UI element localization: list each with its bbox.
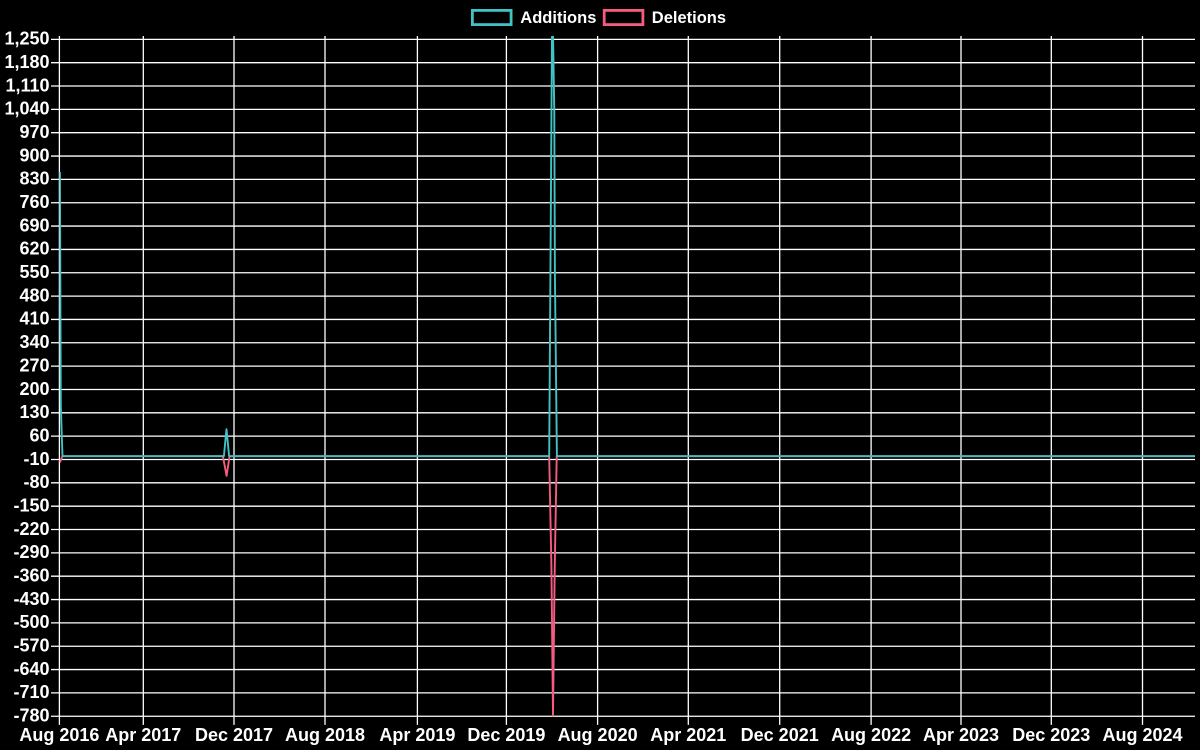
svg-text:60: 60 bbox=[29, 425, 49, 445]
svg-text:1,180: 1,180 bbox=[4, 52, 49, 72]
svg-text:Dec 2017: Dec 2017 bbox=[195, 725, 273, 745]
svg-text:-780: -780 bbox=[13, 706, 49, 726]
svg-text:1,040: 1,040 bbox=[4, 99, 49, 119]
svg-text:340: 340 bbox=[19, 332, 49, 352]
svg-text:Deletions: Deletions bbox=[652, 9, 726, 27]
svg-text:Aug 2024: Aug 2024 bbox=[1102, 725, 1182, 745]
svg-text:620: 620 bbox=[19, 239, 49, 259]
svg-text:-150: -150 bbox=[13, 495, 49, 515]
svg-text:-500: -500 bbox=[13, 612, 49, 632]
svg-text:Apr 2019: Apr 2019 bbox=[379, 725, 455, 745]
svg-text:760: 760 bbox=[19, 192, 49, 212]
svg-text:-430: -430 bbox=[13, 589, 49, 609]
svg-text:Apr 2021: Apr 2021 bbox=[650, 725, 726, 745]
svg-text:Dec 2019: Dec 2019 bbox=[467, 725, 545, 745]
svg-text:1,110: 1,110 bbox=[5, 75, 49, 95]
svg-text:410: 410 bbox=[19, 309, 49, 329]
svg-text:690: 690 bbox=[19, 215, 49, 235]
svg-text:830: 830 bbox=[19, 169, 49, 189]
svg-text:Aug 2018: Aug 2018 bbox=[285, 725, 365, 745]
svg-text:-360: -360 bbox=[13, 566, 49, 586]
svg-text:-290: -290 bbox=[13, 542, 49, 562]
svg-text:-710: -710 bbox=[13, 682, 49, 702]
svg-text:480: 480 bbox=[19, 285, 49, 305]
svg-text:Aug 2020: Aug 2020 bbox=[558, 725, 638, 745]
svg-text:270: 270 bbox=[19, 355, 49, 375]
svg-text:Dec 2021: Dec 2021 bbox=[741, 725, 819, 745]
svg-text:900: 900 bbox=[19, 145, 49, 165]
svg-text:Dec 2023: Dec 2023 bbox=[1012, 725, 1090, 745]
svg-text:-640: -640 bbox=[13, 659, 49, 679]
svg-text:Aug 2016: Aug 2016 bbox=[19, 725, 99, 745]
svg-text:Additions: Additions bbox=[520, 9, 596, 27]
svg-text:Apr 2017: Apr 2017 bbox=[105, 725, 181, 745]
svg-text:130: 130 bbox=[19, 402, 49, 422]
svg-text:Aug 2022: Aug 2022 bbox=[831, 725, 911, 745]
svg-text:-80: -80 bbox=[23, 472, 49, 492]
svg-text:970: 970 bbox=[19, 122, 49, 142]
svg-text:-220: -220 bbox=[13, 519, 49, 539]
svg-text:-10: -10 bbox=[23, 449, 49, 469]
svg-text:1,250: 1,250 bbox=[4, 29, 49, 49]
svg-text:Apr 2023: Apr 2023 bbox=[923, 725, 999, 745]
svg-text:-570: -570 bbox=[13, 636, 49, 656]
svg-text:550: 550 bbox=[19, 262, 49, 282]
svg-text:200: 200 bbox=[19, 379, 49, 399]
